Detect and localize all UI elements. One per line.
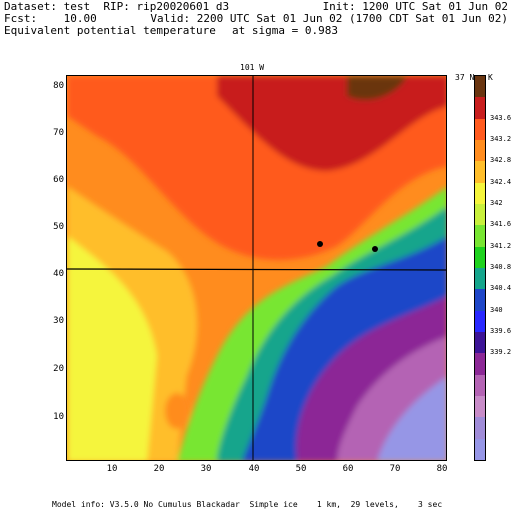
colorbar-swatch	[475, 310, 485, 333]
map-plot-area	[66, 75, 447, 461]
y-tick-label: 50	[53, 222, 64, 232]
map-right-label: 37 N	[455, 73, 475, 82]
colorbar-swatch	[475, 118, 485, 141]
colorbar-label: 343.2	[490, 135, 512, 143]
x-tick-label: 70	[389, 464, 401, 474]
colorbar-swatch	[475, 396, 485, 419]
colorbar-label: 339.2	[490, 348, 512, 357]
colorbar-swatch	[475, 246, 485, 269]
y-tick-label: 60	[53, 175, 64, 185]
x-tick-label: 20	[153, 464, 165, 474]
colorbar-swatch	[475, 374, 485, 397]
field-brown-top	[347, 76, 407, 100]
colorbar-swatch	[475, 438, 485, 460]
y-tick-label: 30	[53, 316, 64, 326]
colorbar-label: 341.6	[490, 220, 512, 229]
header-line1-left: Dataset: test RIP: rip20020601 d3	[4, 0, 230, 13]
x-tick-label: 30	[200, 464, 212, 474]
colorbar-swatch	[475, 161, 485, 184]
footer-model-info: Model info: V3.5.0 No Cumulus Blackadar …	[52, 500, 443, 509]
colorbar-swatch	[475, 225, 485, 248]
colorbar-swatch	[475, 353, 485, 376]
x-tick-label: 40	[248, 464, 260, 474]
station-marker	[317, 241, 323, 247]
colorbar-label: 342.4	[490, 177, 512, 186]
colorbar-swatch	[475, 97, 485, 120]
header-line3-left: Equivalent potential temperature	[4, 24, 216, 37]
station-marker	[372, 246, 378, 252]
header-line1-right: Init: 1200 UTC Sat 01 Jun 02	[322, 0, 508, 13]
x-tick-label: 50	[295, 464, 307, 474]
y-tick-label: 80	[53, 81, 64, 91]
field-lavender-corner	[377, 377, 446, 460]
colorbar-label: 340.4	[490, 284, 512, 293]
y-tick-label: 40	[53, 269, 64, 279]
colorbar-label: 340	[490, 305, 503, 314]
y-tick-label: 10	[53, 412, 64, 422]
colorbar-label: 341.2	[490, 241, 512, 250]
colorbar-swatch	[475, 204, 485, 227]
header-line2-right: Valid: 2200 UTC Sat 01 Jun 02 (1700 CDT …	[150, 12, 508, 25]
colorbar	[474, 75, 486, 461]
colorbar-label: 342	[490, 199, 503, 207]
header-line2-left: Fcst: 10.00	[4, 12, 97, 25]
field-hotspot-orange	[165, 393, 189, 429]
field-blue-band	[242, 237, 446, 460]
colorbar-swatch	[475, 76, 485, 99]
colorbar-swatch	[475, 332, 485, 355]
equivalent-potential-temperature-field	[67, 76, 446, 460]
y-tick-label: 70	[53, 128, 64, 138]
x-tick-label: 10	[106, 464, 118, 474]
parallel-line	[67, 268, 446, 271]
colorbar-label: 342.8	[490, 156, 512, 165]
colorbar-label: 339.6	[490, 327, 512, 335]
field-lightyellow-left	[67, 236, 157, 460]
colorbar-swatch	[475, 268, 485, 291]
map-top-label: 101 W	[240, 63, 265, 72]
y-tick-label: 20	[53, 364, 64, 374]
units-label: K	[488, 73, 493, 82]
colorbar-swatch	[475, 140, 485, 163]
colorbar-label: 340.8	[490, 263, 512, 271]
header-line3-right: at sigma = 0.983	[232, 24, 338, 37]
field-darkred-top	[217, 76, 446, 171]
colorbar-swatch	[475, 417, 485, 440]
x-tick-label: 80	[436, 464, 448, 474]
x-tick-label: 60	[342, 464, 354, 474]
colorbar-swatch	[475, 289, 485, 312]
colorbar-label: 343.6	[490, 113, 512, 122]
colorbar-swatch	[475, 182, 485, 205]
